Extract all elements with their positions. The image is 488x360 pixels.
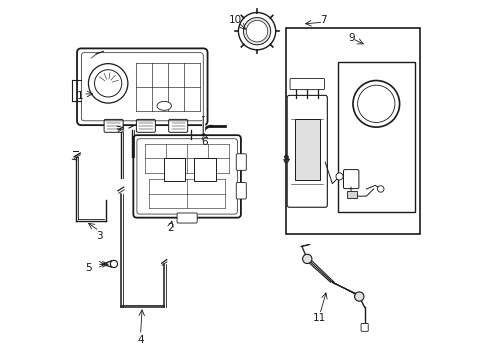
FancyBboxPatch shape [136, 120, 155, 132]
FancyBboxPatch shape [133, 135, 241, 218]
FancyBboxPatch shape [236, 183, 246, 199]
Bar [337, 62, 414, 212]
FancyBboxPatch shape [177, 213, 197, 223]
FancyBboxPatch shape [236, 154, 246, 170]
Ellipse shape [157, 102, 171, 110]
FancyBboxPatch shape [343, 170, 358, 189]
Circle shape [243, 18, 270, 45]
Circle shape [335, 173, 343, 180]
Circle shape [246, 21, 267, 42]
Text: 2: 2 [167, 224, 174, 233]
Text: 9: 9 [348, 33, 355, 43]
Text: 6: 6 [202, 138, 208, 147]
Bar [294, 119, 319, 180]
Text: 1: 1 [77, 91, 83, 101]
Circle shape [377, 186, 383, 192]
FancyBboxPatch shape [104, 120, 123, 132]
Circle shape [238, 13, 275, 50]
FancyBboxPatch shape [289, 78, 324, 90]
Circle shape [352, 81, 399, 127]
Text: 10: 10 [228, 15, 242, 26]
FancyBboxPatch shape [360, 323, 367, 331]
Circle shape [354, 292, 363, 301]
Text: 5: 5 [85, 263, 92, 273]
Bar [163, 158, 185, 181]
Circle shape [302, 254, 311, 264]
Bar [285, 28, 419, 234]
Text: 8: 8 [282, 155, 288, 165]
Circle shape [110, 260, 117, 267]
Text: 11: 11 [312, 313, 326, 323]
Bar [194, 158, 215, 181]
FancyBboxPatch shape [168, 120, 187, 132]
FancyBboxPatch shape [286, 95, 326, 207]
Circle shape [357, 85, 394, 122]
Circle shape [88, 64, 128, 103]
Bar [346, 192, 357, 198]
FancyBboxPatch shape [77, 48, 207, 125]
Text: 4: 4 [137, 334, 143, 345]
Text: 3: 3 [96, 231, 102, 240]
Circle shape [94, 70, 122, 97]
Text: 7: 7 [320, 15, 326, 26]
